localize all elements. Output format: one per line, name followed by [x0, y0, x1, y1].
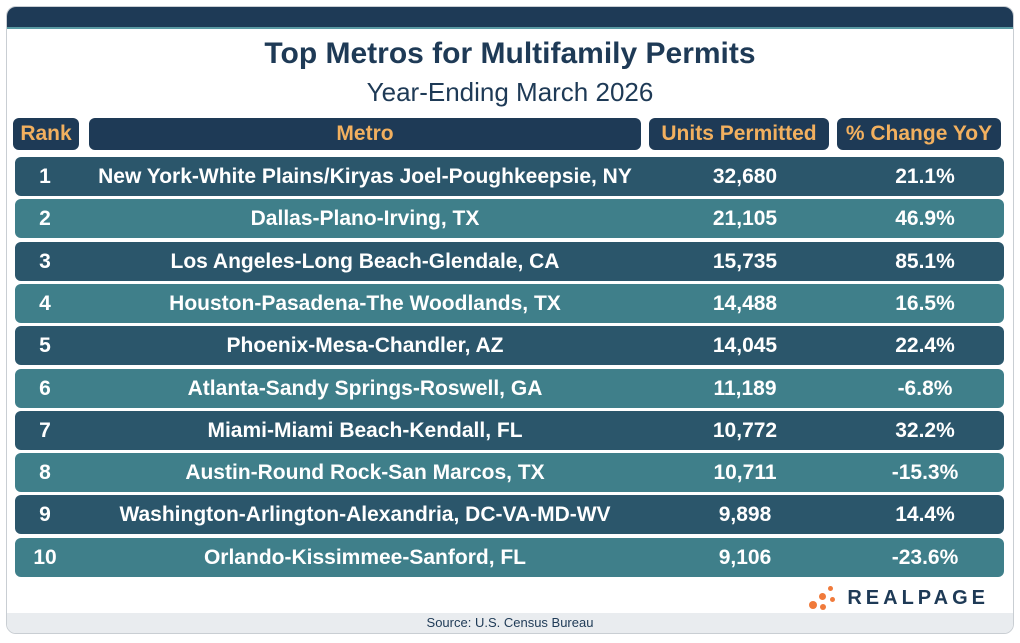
table-row: 1 New York-White Plains/Kiryas Joel-Pough… [15, 157, 1004, 196]
realpage-logo: REALPAGE [809, 585, 989, 611]
change-cell: 46.9% [895, 207, 955, 231]
chart-title: Top Metros for Multifamily Permits [264, 37, 756, 70]
chart-subtitle: Year-Ending March 2026 [366, 77, 654, 107]
rank-cell: 8 [39, 461, 51, 485]
rank-cell: 10 [33, 545, 57, 569]
brand-name: REALPAGE [847, 586, 989, 609]
change-cell: -23.6% [891, 545, 959, 569]
units-cell: 15,735 [712, 249, 778, 273]
change-cell: -15.3% [891, 461, 959, 485]
table-row: 5 Phoenix-Mesa-Chandler, AZ 14,045 22.4% [15, 326, 1004, 366]
table-row: 2 Dallas-Plano-Irving, TX 21,105 46.9% [15, 199, 1004, 239]
rank-cell: 6 [39, 376, 51, 400]
change-cell: 32.2% [895, 418, 955, 442]
rank-cell: 7 [39, 418, 51, 442]
metro-cell: Orlando-Kissimmee-Sanford, FL [203, 545, 527, 569]
realpage-dots-icon [809, 585, 839, 611]
metro-cell: Miami-Miami Beach-Kendall, FL [207, 418, 523, 442]
top-bar [7, 7, 1013, 27]
rank-cell: 9 [39, 503, 51, 527]
chart-card: Top Metros for Multifamily Permits Year-… [6, 6, 1014, 634]
source-note: Source: U.S. Census Bureau [7, 613, 1013, 633]
column-header-units: Units Permitted [649, 118, 829, 150]
column-header-rank: Rank [13, 118, 79, 150]
metro-cell: New York-White Plains/Kiryas Joel-Poughk… [98, 165, 632, 188]
table-row: 10 Orlando-Kissimmee-Sanford, FL 9,106 -23.… [15, 537, 1004, 577]
table-row: 3 Los Angeles-Long Beach-Glendale, CA 15,7… [15, 241, 1004, 281]
column-header-change: % Change YoY [837, 118, 1001, 150]
metro-cell: Atlanta-Sandy Springs-Roswell, GA [187, 376, 543, 400]
metro-cell: Washington-Arlington-Alexandria, DC-VA-M… [119, 503, 611, 527]
rank-cell: 1 [39, 165, 51, 188]
units-cell: 14,488 [712, 291, 778, 315]
units-cell: 21,105 [712, 207, 778, 231]
units-cell: 10,711 [713, 461, 777, 485]
units-cell: 14,045 [712, 334, 778, 358]
metro-cell: Los Angeles-Long Beach-Glendale, CA [170, 249, 560, 273]
change-cell: 16.5% [895, 291, 955, 315]
change-cell: -6.8% [897, 376, 953, 400]
metro-cell: Houston-Pasadena-The Woodlands, TX [169, 291, 561, 315]
metro-cell: Phoenix-Mesa-Chandler, AZ [226, 334, 504, 358]
table-row: 8 Austin-Round Rock-San Marcos, TX 10,711 -… [15, 453, 1004, 493]
metro-cell: Dallas-Plano-Irving, TX [250, 207, 480, 231]
units-cell: 9,898 [718, 503, 772, 527]
column-header-metro: Metro [89, 118, 641, 150]
change-cell: 22.4% [895, 334, 955, 358]
table-row: 6 Atlanta-Sandy Springs-Roswell, GA 11,189… [15, 368, 1004, 408]
units-cell: 9,106 [718, 545, 772, 569]
rank-cell: 2 [39, 207, 51, 231]
metro-cell: Austin-Round Rock-San Marcos, TX [185, 461, 545, 485]
units-cell: 32,680 [712, 165, 778, 188]
table-row: 4 Houston-Pasadena-The Woodlands, TX 14,48… [15, 283, 1004, 323]
units-cell: 10,772 [712, 418, 778, 442]
change-cell: 85.1% [895, 249, 955, 273]
rank-cell: 4 [39, 291, 51, 315]
change-cell: 21.1% [895, 165, 955, 188]
rank-cell: 3 [39, 249, 51, 273]
table-row: 7 Miami-Miami Beach-Kendall, FL 10,772 32.2… [15, 410, 1004, 450]
units-cell: 11,189 [713, 376, 777, 400]
rank-cell: 5 [39, 334, 51, 358]
change-cell: 14.4% [895, 503, 955, 527]
table-row: 9 Washington-Arlington-Alexandria, DC-VA-… [15, 495, 1004, 535]
